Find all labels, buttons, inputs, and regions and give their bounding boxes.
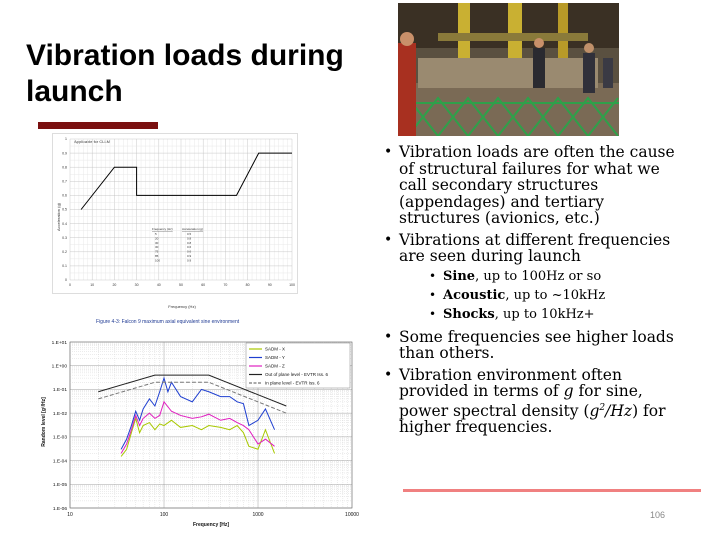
chart2-y-tick: 1.E-05 (53, 482, 67, 488)
chart2-series-line (98, 374, 287, 407)
chart1-ylabel: Acceleration (g) (56, 202, 61, 231)
chart2-x-tick: 10000 (345, 512, 359, 518)
chart1-table-cell: 0.8 (187, 236, 192, 240)
chart1-x-tick: 20 (112, 283, 116, 287)
random-vibration-chart: 10 100 1000 10000 1.E+01 1.E+00 1.E-01 1.E-02 1.… (40, 338, 362, 534)
chart1-table-cell: 0.6 (187, 245, 192, 249)
chart1-x-tick: 30 (135, 283, 139, 287)
chart2-x-tick: 10 (67, 512, 73, 518)
chart1-table-cell: 0.8 (187, 241, 192, 245)
title-underline (38, 122, 158, 129)
chart2-series-line (98, 381, 287, 414)
chart1-y-tick: 0.7 (62, 180, 67, 184)
chart2-y-tick: 1.E+00 (52, 364, 68, 370)
chart1-table-header: Frequency (Hz) (152, 227, 173, 231)
chart1-y-tick: 0.8 (62, 165, 67, 169)
sub-bullet-item: Sine, up to 100Hz or so (429, 267, 682, 286)
chart1-y-tick: 0.5 (62, 208, 67, 212)
chart1-table-cell: 75 (155, 250, 159, 254)
chart2-legend-label: SADM - Y (265, 355, 285, 360)
sub-bullet-item: Acoustic, up to ~10kHz (429, 286, 682, 305)
chart1-ticks: 0 10 20 30 40 50 60 70 80 90 10000.10.20.30.40.50.… (62, 137, 295, 287)
chart1-table-header: Acceleration (g) (182, 227, 203, 231)
bullet-item: Vibration environment often provided in … (382, 366, 682, 436)
chart1-table-cell: 30 (155, 241, 159, 245)
chart1-table-cell: 100 (155, 258, 160, 262)
chart2-legend-label: In plane level - EVTR Iss. 6 (265, 381, 320, 386)
chart2-x-tick: 1000 (252, 512, 263, 518)
chart2-y-tick: 1.E-01 (53, 387, 67, 393)
footer-rule (403, 489, 701, 492)
figure1-caption: Figure 4-3: Falcon 9 maximum axial equiv… (96, 319, 240, 325)
chart1-y-tick: 0.9 (62, 151, 67, 155)
chart1-series (80, 152, 292, 210)
chart2-x-tick: 100 (160, 512, 169, 518)
chart2-series (98, 374, 287, 457)
slide-title: Vibration loads during launch (26, 39, 344, 108)
chart1-y-tick: 1 (65, 137, 67, 141)
chart1-x-tick: 70 (223, 283, 227, 287)
chart1-y-tick: 0 (65, 278, 67, 282)
chart1-table-cell: 0.9 (187, 254, 192, 258)
chart1-x-tick: 100 (289, 283, 295, 287)
chart1-y-tick: 0.6 (62, 194, 67, 198)
falcon9-sine-chart: Applicable for CLLM 0 10 20 30 40 50 60 70 80 90 1… (52, 133, 298, 329)
page-number: 106 (650, 510, 666, 520)
chart2-y-tick: 1.E-02 (53, 411, 67, 417)
chart1-table: Frequency (Hz) Acceleration (g) 5 0.5 20 0.8 3… (152, 227, 203, 262)
chart1-table-cell: 0.9 (187, 258, 192, 262)
chart2-legend-label: SADM - Z (265, 364, 285, 369)
chart1-table-cell: 85 (155, 254, 159, 258)
chart1-x-tick: 40 (157, 283, 161, 287)
chart1-x-tick: 10 (90, 283, 94, 287)
chart1-y-tick: 0.1 (62, 264, 67, 268)
chart1-x-tick: 0 (69, 283, 71, 287)
chart1-x-tick: 60 (201, 283, 205, 287)
chart2-y-tick: 1.E-03 (53, 435, 67, 441)
chart1-y-tick: 0.4 (62, 222, 67, 226)
chart1-xlabel: Frequency (Hz) (168, 304, 196, 309)
chart2-y-tick: 1.E-06 (53, 506, 67, 512)
bullet-item: Vibrations at different frequencies are … (382, 231, 682, 324)
chart1-table-cell: 30 (155, 245, 159, 249)
chart2-series-line (120, 400, 275, 454)
chart2-legend-box (245, 342, 351, 389)
chart2-legend-label: Out of plane level - EVTR Iss. 6 (265, 372, 329, 377)
vibration-test-photo (398, 3, 619, 136)
bullet-list: Vibration loads are often the cause of s… (382, 144, 682, 441)
chart2-grid (69, 341, 353, 509)
bullet-item: Vibration loads are often the cause of s… (382, 144, 682, 227)
chart2-y-tick: 1.E-04 (53, 458, 67, 464)
chart1-line (80, 152, 292, 210)
chart2-ticks: 10 100 1000 10000 1.E+01 1.E+00 1.E-01 1.E-02 1.… (52, 340, 360, 518)
chart2-series-line (120, 416, 276, 457)
chart1-table-cell: 0.5 (187, 232, 192, 236)
chart2-series-line (120, 376, 276, 450)
chart2-ylabel: Random level [g²/Hz] (41, 397, 47, 447)
chart1-table-cell: 20 (155, 236, 159, 240)
chart1-y-tick: 0.3 (62, 236, 67, 240)
bullet-item: Some frequencies see higher loads than o… (382, 328, 682, 362)
chart1-x-tick: 50 (179, 283, 183, 287)
chart2-xlabel: Frequency [Hz] (193, 522, 229, 528)
chart1-x-tick: 80 (246, 283, 250, 287)
chart1-grid (69, 138, 293, 281)
chart1-table-cell: 5 (155, 232, 157, 236)
chart1-y-tick: 0.2 (62, 250, 67, 254)
chart1-x-tick: 90 (268, 283, 272, 287)
chart2-legend-label: SADM - X (265, 347, 285, 352)
chart1-table-cell: 0.6 (187, 250, 192, 254)
chart2-legend: SADM - X SADM - Y SADM - Z Out of plane lev… (245, 342, 351, 389)
chart2-y-tick: 1.E+01 (52, 340, 68, 346)
sub-bullet-item: Shocks, up to 10kHz+ (429, 305, 682, 324)
